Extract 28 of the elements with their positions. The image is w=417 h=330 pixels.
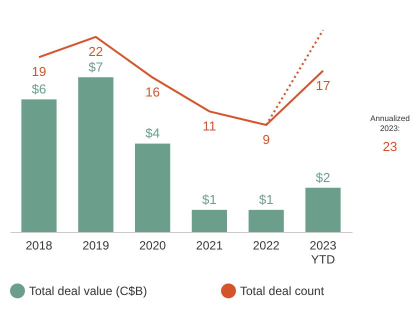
legend-label: Total deal value (C$B): [29, 284, 148, 298]
bar: [21, 99, 57, 232]
legend-label: Total deal count: [240, 284, 325, 298]
data-label: 11: [202, 118, 216, 134]
bar: [248, 210, 284, 232]
bar: [78, 77, 114, 232]
data-label: $2: [316, 170, 330, 185]
bar: [134, 144, 170, 232]
data-label: 16: [145, 84, 160, 100]
x-tick-label: 2022: [252, 238, 280, 252]
x-tick-label: 2018: [26, 238, 53, 252]
x-tick-label: 2023 YTD: [310, 238, 337, 266]
x-tick-label: 2020: [139, 238, 166, 252]
data-label: $7: [88, 59, 104, 74]
text: 23: [382, 139, 398, 154]
data-label: 22: [88, 44, 104, 59]
data-label: $4: [145, 126, 160, 141]
bar: [305, 188, 341, 232]
data-label: 19: [32, 64, 46, 80]
data-label: 9: [262, 132, 270, 147]
bar: [192, 210, 228, 232]
data-label: $1: [258, 192, 274, 207]
text: Annualized 2023:: [370, 114, 410, 133]
data-label: $1: [202, 192, 217, 207]
x-tick-label: 2019: [82, 238, 110, 252]
x-tick-label: 2021: [196, 238, 224, 252]
data-label: 17: [316, 78, 330, 93]
data-label: $6: [32, 81, 46, 96]
